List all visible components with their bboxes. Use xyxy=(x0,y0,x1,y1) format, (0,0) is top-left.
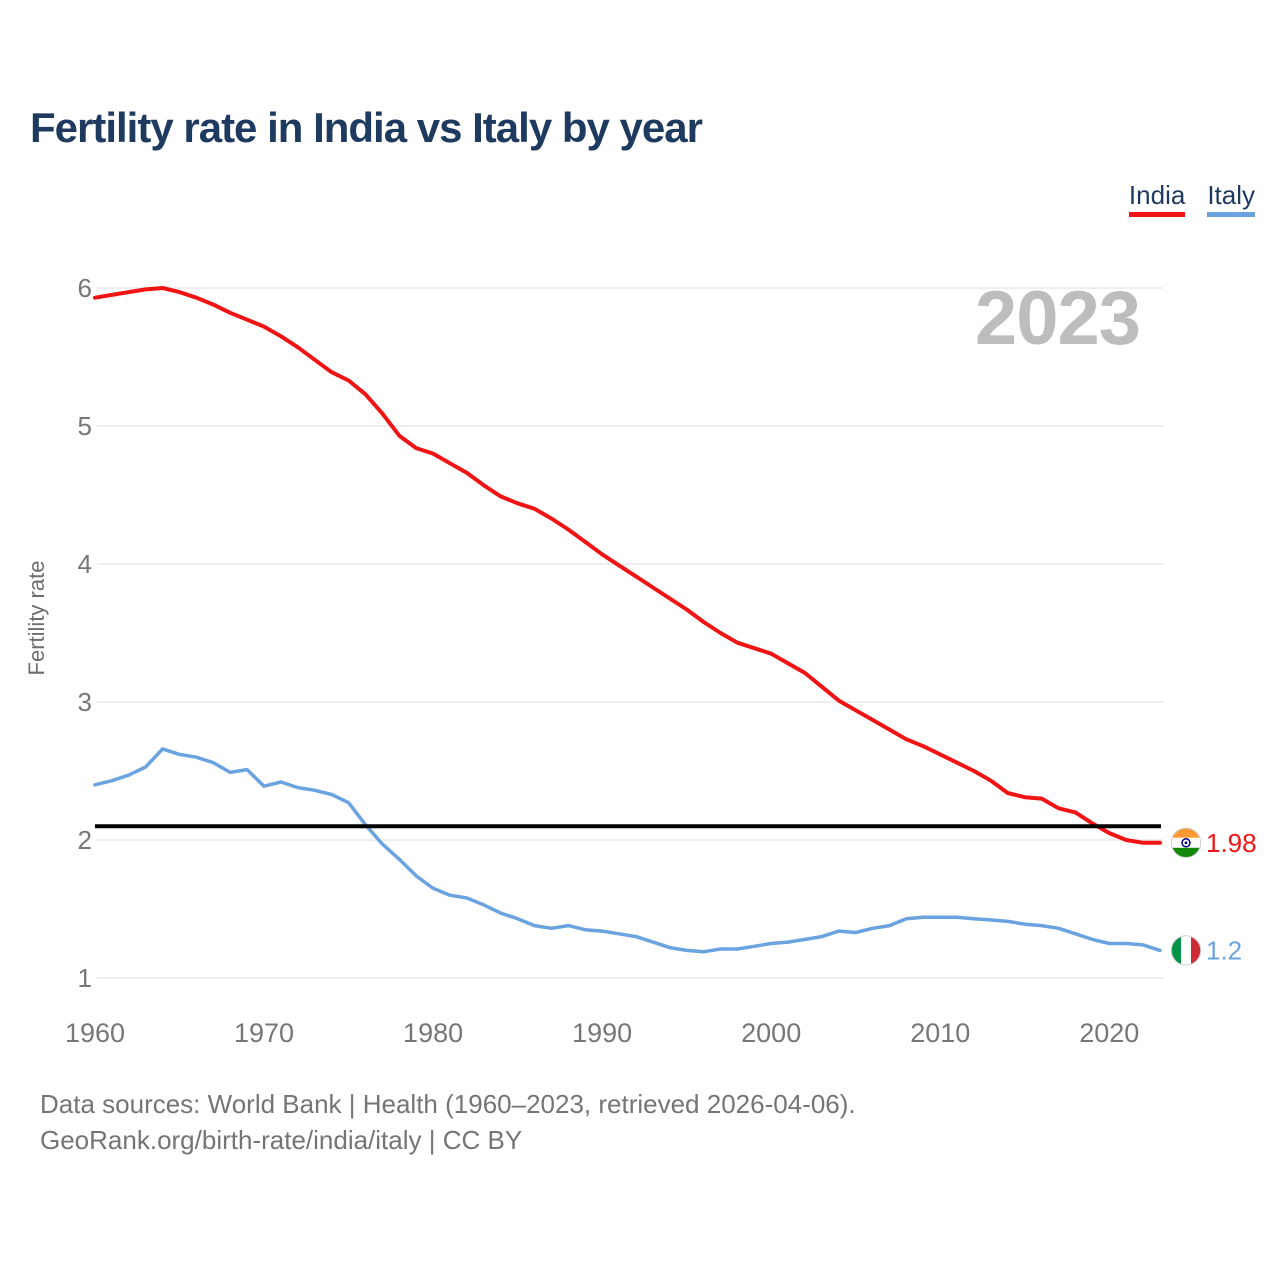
y-tick-label-4: 4 xyxy=(78,549,92,579)
y-tick-label-1: 1 xyxy=(78,963,92,993)
x-tick-label-2020: 2020 xyxy=(1079,1018,1139,1048)
x-tick-label-1960: 1960 xyxy=(65,1018,125,1048)
chart-title: Fertility rate in India vs Italy by year xyxy=(30,104,703,151)
y-tick-label-2: 2 xyxy=(78,825,92,855)
x-tick-label-1980: 1980 xyxy=(403,1018,463,1048)
source-line-1: Data sources: World Bank | Health (1960–… xyxy=(40,1089,856,1119)
legend-label-india: India xyxy=(1128,180,1186,210)
india-end-value: 1.98 xyxy=(1206,828,1257,858)
italy-line xyxy=(93,747,1162,954)
x-tick-label-2010: 2010 xyxy=(910,1018,970,1048)
x-tick-label-1970: 1970 xyxy=(234,1018,294,1048)
y-tick-label-5: 5 xyxy=(78,411,92,441)
watermark-year: 2023 xyxy=(975,276,1140,361)
y-axis-ticks: 1 2 3 4 5 6 xyxy=(78,273,92,993)
india-line xyxy=(93,286,1162,845)
source-note: Data sources: World Bank | Health (1960–… xyxy=(40,1086,856,1158)
y-axis-title: Fertility rate xyxy=(24,561,49,676)
india-end-marker: 1.98 xyxy=(1170,827,1257,858)
gridlines xyxy=(97,287,1163,979)
india-flag-icon xyxy=(1171,828,1201,858)
y-tick-label-6: 6 xyxy=(78,273,92,303)
italy-flag-icon xyxy=(1171,935,1201,966)
legend-item-india[interactable]: India xyxy=(1128,180,1186,218)
x-tick-label-1990: 1990 xyxy=(572,1018,632,1048)
y-tick-label-3: 3 xyxy=(78,687,92,717)
x-axis-ticks: 1960 1970 1980 1990 2000 2010 2020 xyxy=(65,1018,1139,1048)
x-tick-label-2000: 2000 xyxy=(741,1018,801,1048)
italy-end-value: 1.2 xyxy=(1206,935,1242,965)
source-line-2: GeoRank.org/birth-rate/india/italy | CC … xyxy=(40,1125,523,1155)
legend-item-italy[interactable]: Italy xyxy=(1207,180,1255,218)
italy-end-marker: 1.2 xyxy=(1170,935,1242,966)
legend: India Italy xyxy=(1128,180,1255,218)
legend-label-italy: Italy xyxy=(1207,180,1255,210)
